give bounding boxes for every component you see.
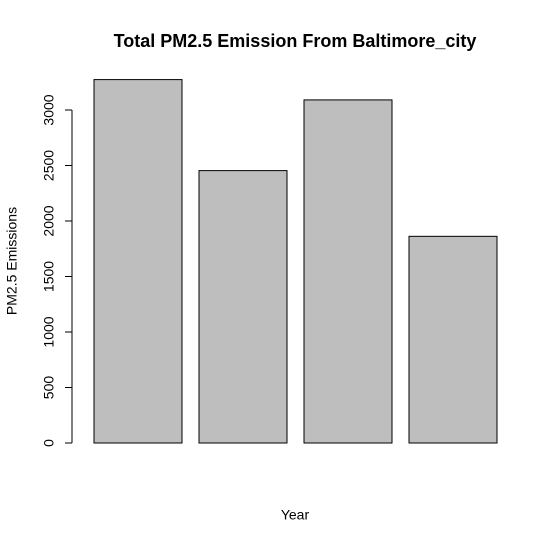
y-axis-label: PM2.5 Emissions xyxy=(4,207,20,315)
bar xyxy=(93,79,183,444)
y-tick-label: 1000 xyxy=(41,316,57,347)
y-tick-label: 0 xyxy=(41,439,57,447)
bar xyxy=(303,99,393,444)
y-tick-label: 3000 xyxy=(41,94,57,125)
y-tick-label: 2000 xyxy=(41,205,57,236)
y-tick-label: 2500 xyxy=(41,150,57,181)
y-tick-label: 500 xyxy=(41,376,57,400)
chart-title: Total PM2.5 Emission From Baltimore_city xyxy=(114,31,477,51)
y-tick-label: 1500 xyxy=(41,261,57,292)
x-axis-label: Year xyxy=(281,507,310,523)
bar xyxy=(198,170,288,444)
bar xyxy=(408,235,498,444)
